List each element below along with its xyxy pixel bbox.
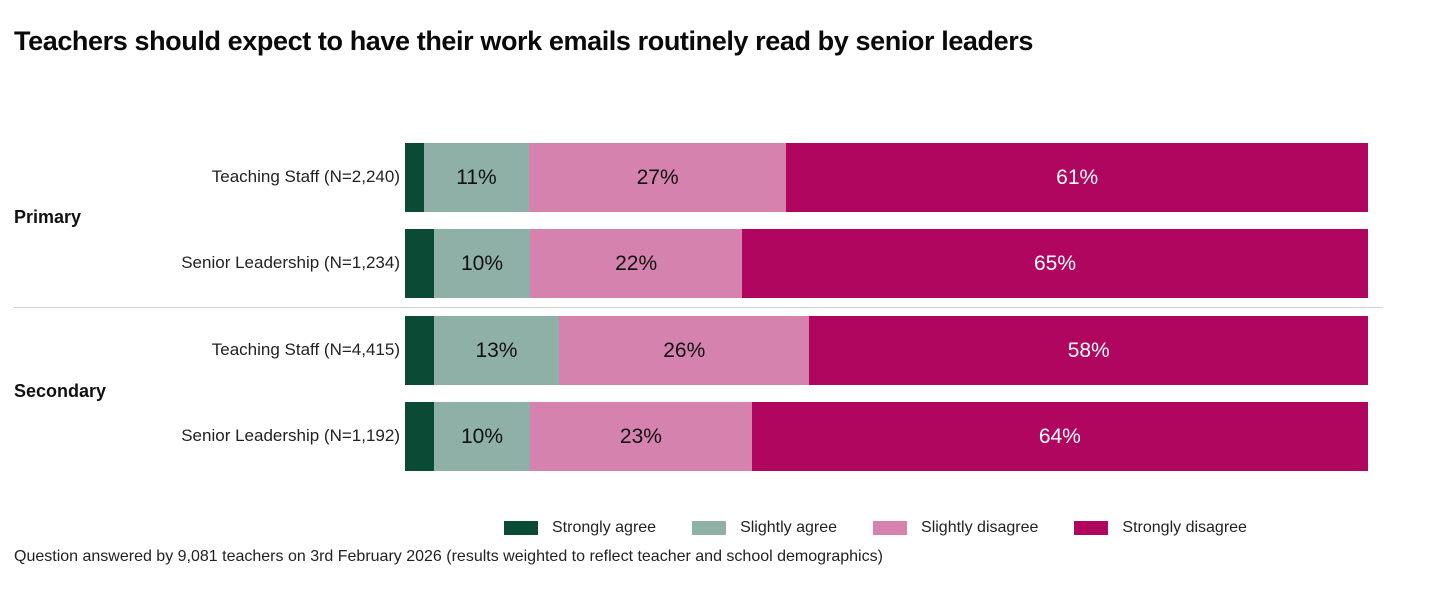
- bar-segment-slightly-disagree: 26%: [559, 316, 810, 385]
- bar-segment-strongly-disagree: 58%: [809, 316, 1368, 385]
- bar-segment-slightly-agree: 11%: [424, 143, 529, 212]
- legend-label: Slightly disagree: [921, 519, 1039, 536]
- bar-segment-strongly-agree: [405, 229, 434, 298]
- legend-swatch: [692, 521, 727, 535]
- legend-item: Strongly agree: [504, 519, 656, 537]
- row-label: Teaching Staff (N=4,415): [211, 340, 400, 359]
- stacked-bar: 10% 22% 65%: [405, 229, 1368, 298]
- data-label: 22%: [615, 251, 658, 275]
- data-label: 58%: [1067, 338, 1110, 362]
- group-divider: [14, 307, 1383, 308]
- data-label: 10%: [461, 251, 504, 275]
- legend-swatch: [504, 521, 538, 535]
- bar-segment-strongly-agree: [405, 402, 434, 471]
- stacked-bar: 10% 23% 64%: [405, 402, 1368, 471]
- legend: Strongly agree Slightly agree Slightly d…: [504, 519, 1283, 537]
- bar-segment-strongly-agree: [405, 143, 425, 212]
- stacked-bar: 13% 26% 58%: [405, 316, 1368, 385]
- bar-segment-slightly-disagree: 27%: [528, 143, 787, 212]
- data-label: 65%: [1034, 251, 1077, 275]
- legend-swatch: [1074, 521, 1109, 535]
- data-label: 13%: [475, 338, 518, 362]
- bar-segment-slightly-disagree: 22%: [530, 229, 743, 298]
- legend-label: Strongly disagree: [1122, 519, 1247, 536]
- data-label: 23%: [619, 424, 662, 448]
- data-label: 11%: [456, 165, 497, 189]
- data-label: 10%: [461, 424, 504, 448]
- group-label-secondary: Secondary: [14, 381, 107, 401]
- legend-item: Slightly agree: [692, 519, 837, 537]
- row-label: Teaching Staff (N=2,240): [211, 167, 400, 186]
- legend-item: Slightly disagree: [873, 519, 1038, 537]
- bar-segment-strongly-disagree: 64%: [751, 402, 1368, 471]
- data-label: 61%: [1056, 165, 1099, 189]
- data-label: 27%: [636, 165, 679, 189]
- bar-segment-strongly-disagree: 61%: [786, 143, 1368, 212]
- data-label: 26%: [663, 338, 706, 362]
- bar-segment-slightly-agree: 10%: [433, 402, 531, 471]
- row-label: Senior Leadership (N=1,192): [181, 426, 400, 445]
- legend-item: Strongly disagree: [1074, 519, 1247, 537]
- data-label: 64%: [1038, 424, 1081, 448]
- group-label-primary: Primary: [14, 207, 82, 227]
- bar-segment-slightly-agree: 13%: [433, 316, 560, 385]
- bar-segment-slightly-disagree: 23%: [530, 402, 752, 471]
- bar-segment-slightly-agree: 10%: [433, 229, 531, 298]
- legend-swatch: [873, 521, 908, 535]
- bar-segment-strongly-agree: [405, 316, 434, 385]
- legend-label: Strongly agree: [552, 519, 657, 536]
- stacked-bar: 11% 27% 61%: [405, 143, 1368, 212]
- row-label: Senior Leadership (N=1,234): [181, 253, 400, 272]
- bar-segment-strongly-disagree: 65%: [742, 229, 1368, 298]
- legend-label: Slightly agree: [740, 519, 838, 536]
- footnote: Question answered by 9,081 teachers on 3…: [14, 548, 883, 565]
- chart-title: Teachers should expect to have their wor…: [14, 26, 1033, 56]
